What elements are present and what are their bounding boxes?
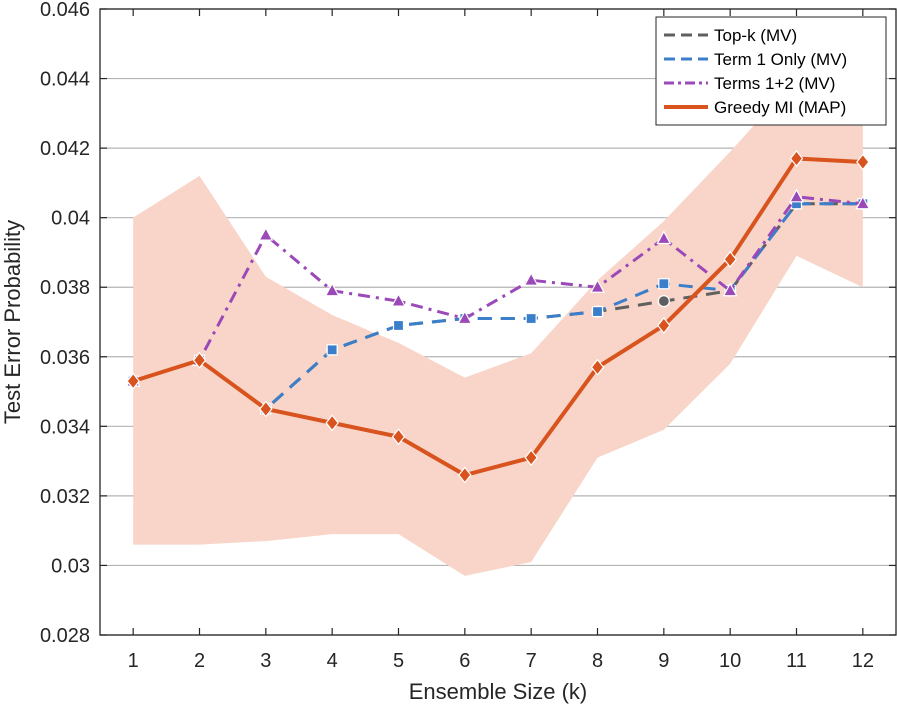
x-tick-label-9: 9 <box>658 650 669 672</box>
series-4-point-8 <box>590 358 605 376</box>
series-4-point-4 <box>325 414 339 432</box>
series-4-point-1 <box>126 372 140 390</box>
x-tick-label-8: 8 <box>592 650 603 672</box>
legend-label-1: Top-k (MV) <box>714 26 797 45</box>
series-4-point-12 <box>856 153 870 171</box>
series-2-point-8 <box>591 305 604 318</box>
series-1-point-9 <box>657 295 670 308</box>
plot-frame <box>99 8 897 636</box>
confidence-band-layer <box>133 50 863 576</box>
legend: Top-k (MV) Term 1 Only (MV) Terms 1+2 (MV)… <box>655 16 887 126</box>
series-3-point-10 <box>722 282 738 297</box>
series-4-point-5 <box>391 428 406 446</box>
series-4-point-10 <box>723 250 737 268</box>
x-tick-label-3: 3 <box>260 650 271 672</box>
series-3-point-9 <box>656 230 672 245</box>
series-4-point-3 <box>259 400 273 418</box>
y-tick-label-0.034: 0.034 <box>40 416 90 438</box>
series-line-4 <box>132 156 863 478</box>
series-4-point-7 <box>524 449 538 467</box>
series-layer <box>125 150 871 484</box>
x-tick-label-2: 2 <box>194 650 205 672</box>
y-tick-label-0.036: 0.036 <box>40 347 90 369</box>
y-axis-title: Test Error Probability <box>0 220 25 424</box>
series-3-point-11 <box>788 188 805 203</box>
x-tick-label-1: 1 <box>128 650 139 672</box>
axes: 1 2 3 4 5 6 7 8 9 10 11 120.0280.030.0320.0340.0360… <box>40 0 897 672</box>
series-3-point-3 <box>258 226 274 241</box>
x-tick-label-11: 11 <box>786 650 807 672</box>
y-tick-label-0.032: 0.032 <box>40 486 90 508</box>
y-tick-label-0.038: 0.038 <box>40 277 90 299</box>
series-3-point-6 <box>457 310 473 325</box>
series-2-point-9 <box>658 278 670 290</box>
series-2-point-5 <box>392 319 405 332</box>
x-tick-label-5: 5 <box>393 650 404 672</box>
series-2-point-7 <box>525 312 537 325</box>
series-4-point-2 <box>192 351 207 369</box>
series-3-point-12 <box>855 195 871 210</box>
series-3-point-8 <box>589 278 606 293</box>
legend-label-4: Greedy MI (MAP) <box>714 98 846 117</box>
series-4-point-9 <box>657 317 671 334</box>
x-tick-label-6: 6 <box>459 650 470 672</box>
x-tick-label-4: 4 <box>327 650 338 672</box>
x-tick-label-10: 10 <box>719 650 741 672</box>
y-tick-label-0.04: 0.04 <box>51 208 90 230</box>
series-line-3 <box>132 195 863 383</box>
series-2-point-4 <box>326 344 338 356</box>
confidence-band <box>133 50 863 576</box>
series-3-point-7 <box>523 272 539 286</box>
legend-label-3: Terms 1+2 (MV) <box>714 74 835 93</box>
series-3-point-4 <box>324 282 340 297</box>
x-tick-label-12: 12 <box>852 650 874 672</box>
series-4-point-11 <box>789 150 804 168</box>
x-axis-title: Ensemble Size (k) <box>409 679 588 704</box>
y-tick-label-0.028: 0.028 <box>40 625 90 647</box>
y-tick-label-0.042: 0.042 <box>40 138 90 160</box>
series-3-point-5 <box>390 292 407 307</box>
series-4 <box>126 150 870 484</box>
y-tick-label-0.03: 0.03 <box>51 555 90 577</box>
y-tick-label-0.044: 0.044 <box>40 69 90 91</box>
y-tick-label-0.046: 0.046 <box>40 0 90 21</box>
legend-label-2: Term 1 Only (MV) <box>714 50 847 69</box>
x-tick-label-7: 7 <box>526 650 537 672</box>
series-4-point-6 <box>458 466 472 484</box>
